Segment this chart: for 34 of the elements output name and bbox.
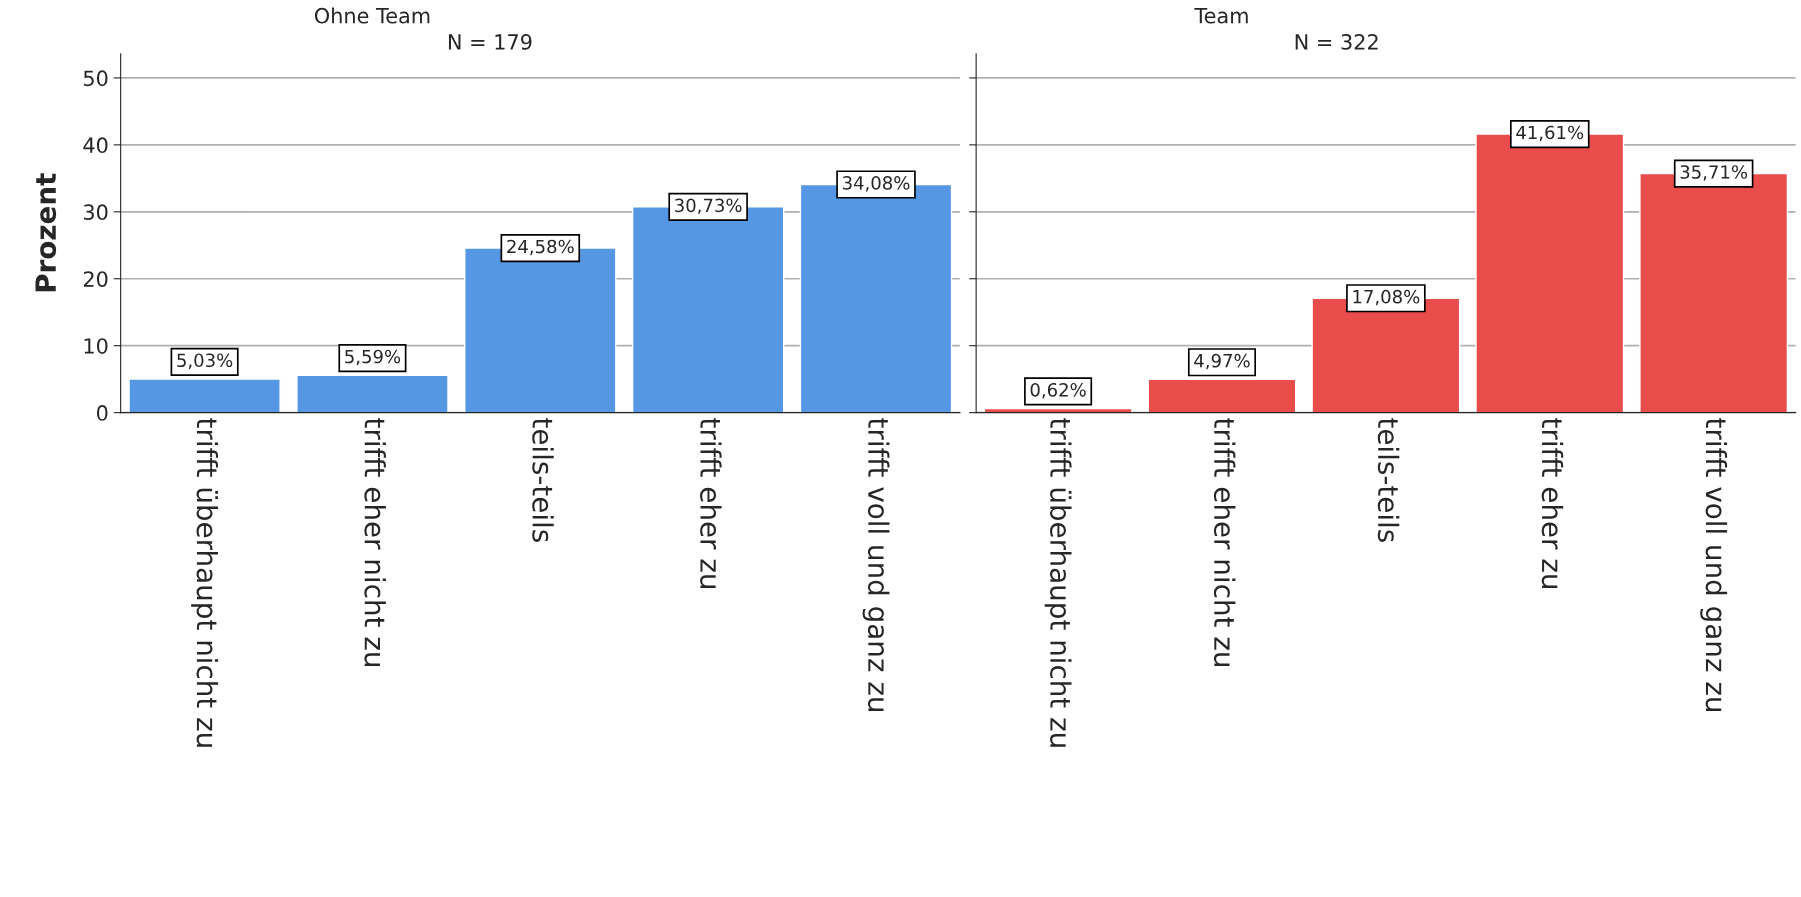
y-tick-label: 50 [83,70,108,87]
y-tick-label: 20 [83,271,108,287]
y-tick-label: 0 [96,405,108,421]
y-tick-label: 10 [84,338,108,354]
bar [1147,378,1297,413]
y-axis-title: Prozent [35,173,57,292]
data-label: 17,08% [1353,289,1420,306]
x-tick-label: trifft überhaupt nicht zu [1044,418,1072,747]
data-label: 24,58% [507,239,574,256]
x-tick-label: trifft eher nicht zu [364,418,386,666]
y-tick-label: 30 [83,204,108,221]
x-tick-label: trifft eher zu [1541,418,1564,588]
data-label: 30,73% [675,198,742,214]
data-label: 41,61% [1516,125,1584,142]
x-tick-label: teils-teils [532,418,554,542]
y-tick-label: 40 [83,137,108,154]
data-label: 5,59% [345,349,401,366]
chart-title: Team [1194,8,1248,24]
bar [128,378,281,413]
data-label: 34,08% [842,176,910,192]
bar [296,374,449,413]
data-label: 5,03% [177,353,233,369]
data-label: 4,97% [1194,353,1250,370]
x-tick-label: trifft überhaupt nicht zu [191,418,219,747]
x-tick-label: trifft voll und ganz zu [1700,418,1728,712]
x-tick-label: teils-teils [1377,418,1400,542]
data-label: 35,71% [1680,165,1748,181]
data-label: 0,62% [1030,382,1086,399]
x-tick-label: trifft voll und ganz zu [862,418,890,712]
text: N = 179 [448,34,532,50]
text: N = 322 [1295,34,1378,50]
x-tick-label: trifft eher nicht zu [1213,418,1236,666]
chart-title: Ohne Team [314,7,430,24]
x-tick-label: trifft eher zu [700,418,722,588]
